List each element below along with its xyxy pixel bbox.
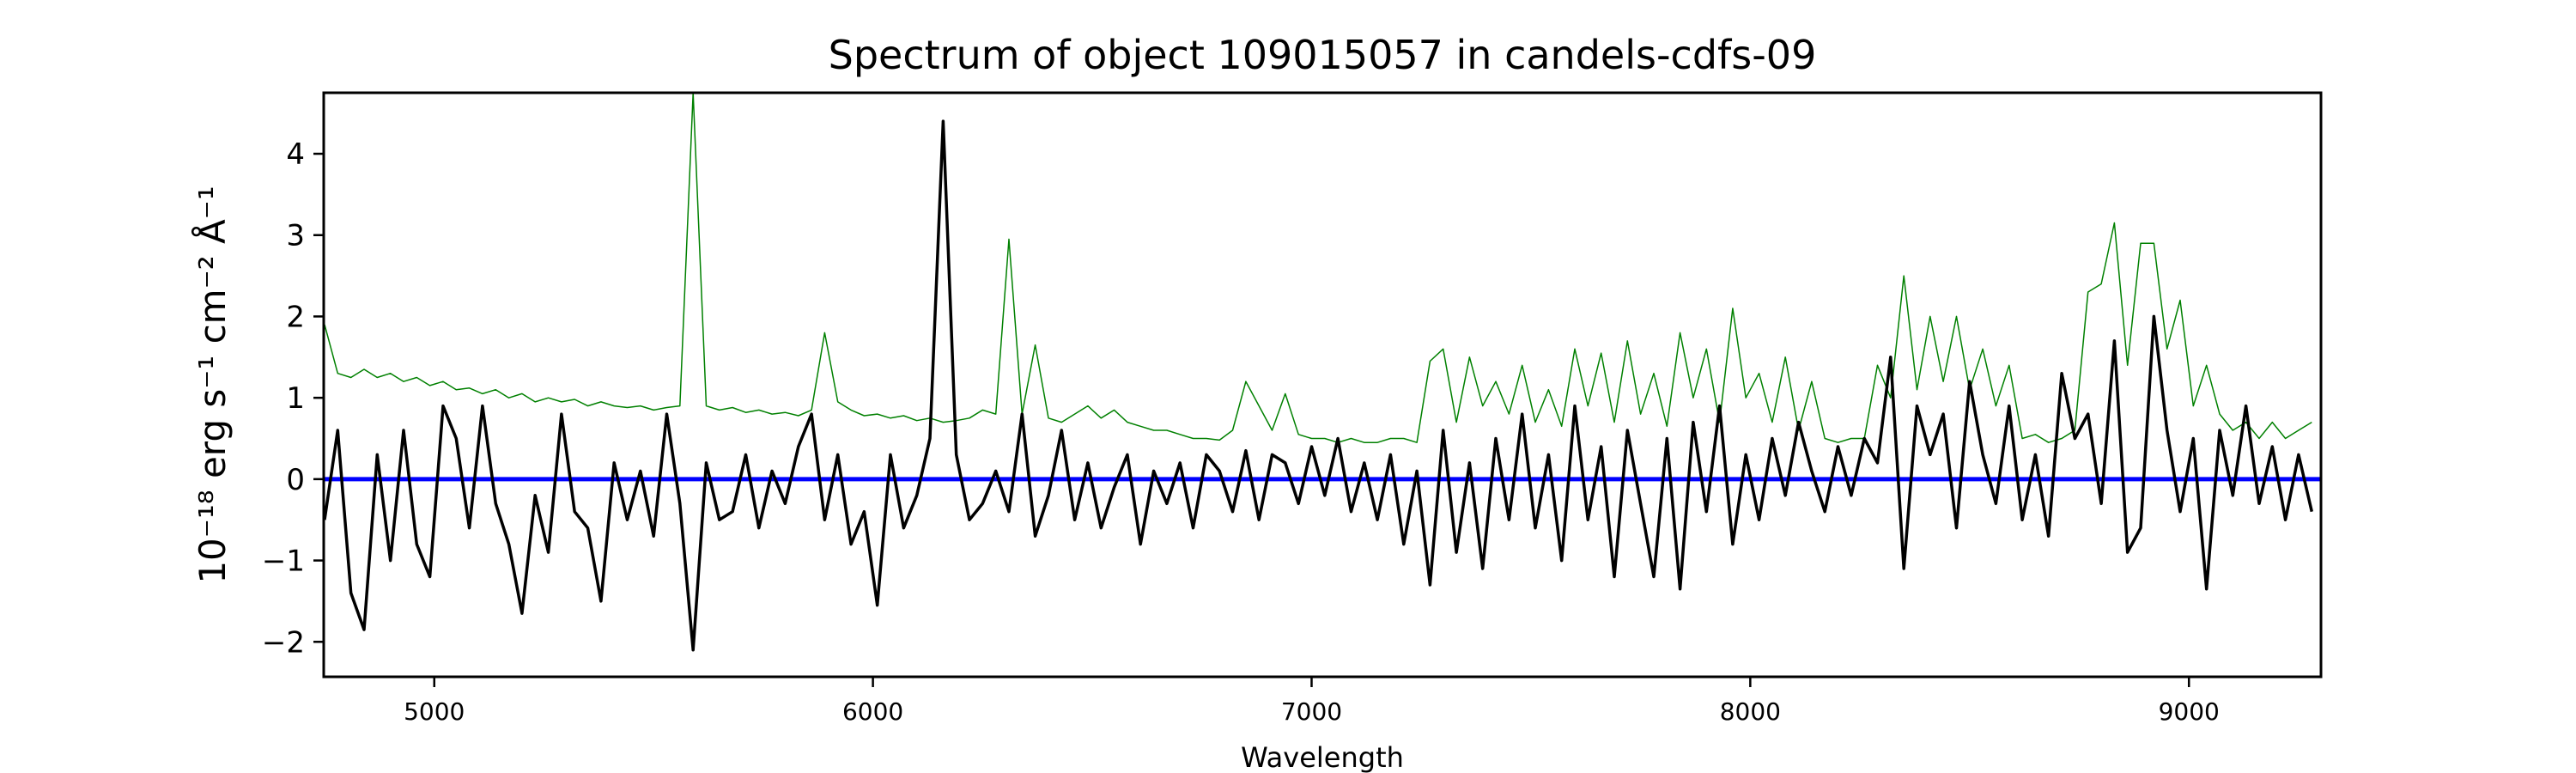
x-axis: 5000 6000 7000 8000 9000 (404, 677, 2220, 726)
chart-title: Spectrum of object 109015057 in candels-… (829, 32, 1817, 78)
y-tick-label: 2 (286, 300, 305, 334)
x-tick-label: 6000 (842, 697, 903, 726)
y-tick-label: 0 (286, 463, 305, 497)
flux-series-line (324, 119, 2314, 652)
y-tick-label: −2 (262, 625, 305, 660)
y-tick-label: 1 (286, 381, 305, 416)
y-tick-label: −1 (262, 545, 305, 579)
x-tick-label: 8000 (1720, 697, 1781, 726)
y-tick-label: 3 (286, 219, 305, 253)
y-axis-label: 10⁻¹⁸ erg s⁻¹ cm⁻² Å⁻¹ (191, 186, 234, 583)
model-series-line (324, 93, 2312, 443)
y-tick-label: 4 (286, 137, 305, 172)
plot-area (324, 93, 2321, 652)
x-tick-label: 9000 (2159, 697, 2220, 726)
x-tick-label: 7000 (1281, 697, 1342, 726)
x-axis-label: Wavelength (1241, 741, 1404, 773)
axes-frame (322, 91, 2323, 679)
x-tick-label: 5000 (404, 697, 465, 726)
y-axis: −2 −1 0 1 2 3 4 (262, 137, 324, 660)
